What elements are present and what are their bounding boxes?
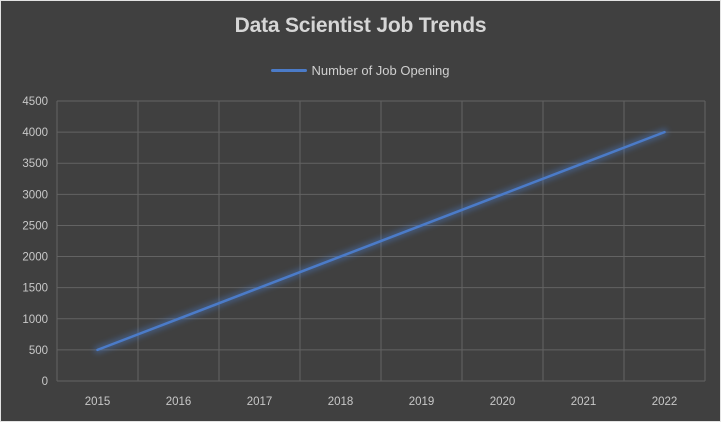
legend-line-swatch	[271, 69, 308, 72]
x-tick-label: 2022	[652, 396, 678, 408]
x-tick-label: 2019	[409, 396, 435, 408]
y-tick-label: 500	[29, 345, 48, 357]
y-tick-label: 2500	[22, 220, 48, 232]
legend[interactable]: Number of Job Opening	[1, 63, 720, 78]
x-tick-label: 2015	[85, 396, 111, 408]
legend-label: Number of Job Opening	[311, 63, 450, 78]
x-tick-label: 2018	[328, 396, 354, 408]
y-tick-label: 3500	[22, 158, 48, 170]
chart-title: Data Scientist Job Trends	[234, 14, 487, 37]
y-tick-label: 4000	[22, 127, 48, 139]
x-tick-label: 2021	[571, 396, 597, 408]
y-tick-label: 1000	[22, 314, 48, 326]
series-line[interactable]	[96, 130, 666, 352]
x-tick-label: 2020	[490, 396, 516, 408]
x-tick-label: 2017	[247, 396, 273, 408]
x-tick-label: 2016	[166, 396, 192, 408]
y-tick-label: 2000	[22, 252, 48, 264]
y-tick-label: 0	[42, 376, 48, 388]
y-tick-label: 4500	[22, 96, 48, 108]
y-tick-label: 1500	[22, 283, 48, 295]
y-tick-label: 3000	[22, 189, 48, 201]
